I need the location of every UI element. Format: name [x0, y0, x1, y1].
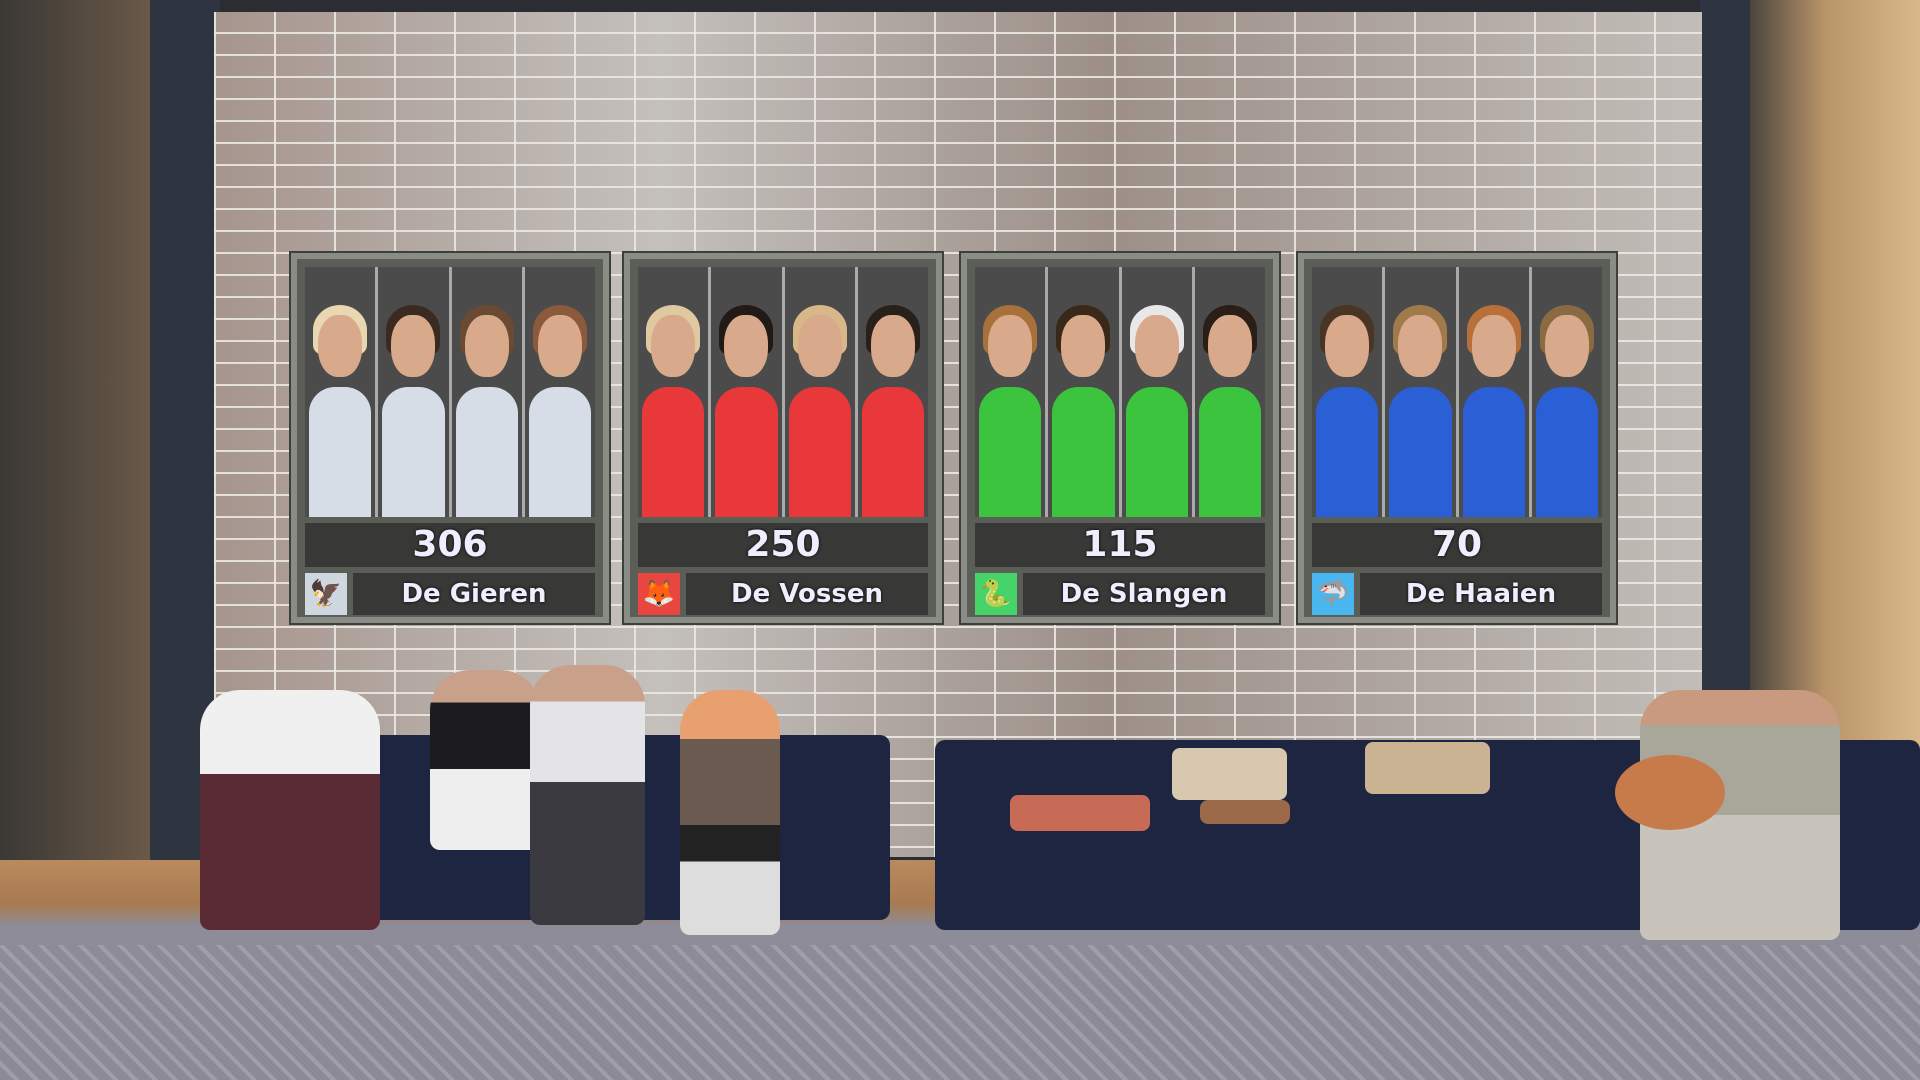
team-member-photo — [1385, 267, 1456, 517]
team-member-photo — [451, 267, 522, 517]
team-panel: 306 🦅 De Gieren — [291, 253, 609, 623]
team-name: De Haaien — [1360, 573, 1602, 615]
team-member-photo — [305, 267, 376, 517]
team-name: De Vossen — [686, 573, 928, 615]
member-photos — [305, 267, 595, 517]
person-sitting — [430, 670, 540, 850]
person-leaning — [200, 690, 380, 930]
team-panel: 250 🦊 De Vossen — [624, 253, 942, 623]
fox-icon: 🦊 — [638, 573, 680, 615]
team-member-photo — [1458, 267, 1529, 517]
team-name: De Slangen — [1023, 573, 1265, 615]
team-member-photo — [1312, 267, 1383, 517]
person-sitting — [530, 665, 645, 925]
team-member-photo — [711, 267, 782, 517]
team-name: De Gieren — [353, 573, 595, 615]
cushion — [1010, 795, 1150, 831]
team-member-photo — [857, 267, 928, 517]
team-member-photo — [1531, 267, 1602, 517]
snake-icon: 🐍 — [975, 573, 1017, 615]
member-photos — [975, 267, 1265, 517]
team-member-photo — [1121, 267, 1192, 517]
team-panel: 115 🐍 De Slangen — [961, 253, 1279, 623]
team-score: 306 — [305, 523, 595, 567]
cushion — [1200, 800, 1290, 824]
team-member-photo — [378, 267, 449, 517]
team-member-photo — [1048, 267, 1119, 517]
shark-icon: 🦈 — [1312, 573, 1354, 615]
guitar — [1615, 755, 1725, 830]
team-panel: 70 🦈 De Haaien — [1298, 253, 1616, 623]
team-score: 250 — [638, 523, 928, 567]
cushion — [1365, 742, 1490, 794]
team-member-photo — [638, 267, 709, 517]
person-sitting — [680, 690, 780, 935]
member-photos — [1312, 267, 1602, 517]
cushion — [1172, 748, 1287, 800]
member-photos — [638, 267, 928, 517]
team-member-photo — [784, 267, 855, 517]
team-score: 115 — [975, 523, 1265, 567]
team-member-photo — [524, 267, 595, 517]
team-member-photo — [1194, 267, 1265, 517]
vulture-icon: 🦅 — [305, 573, 347, 615]
team-member-photo — [975, 267, 1046, 517]
team-score: 70 — [1312, 523, 1602, 567]
patterned-rug — [0, 945, 1920, 1080]
